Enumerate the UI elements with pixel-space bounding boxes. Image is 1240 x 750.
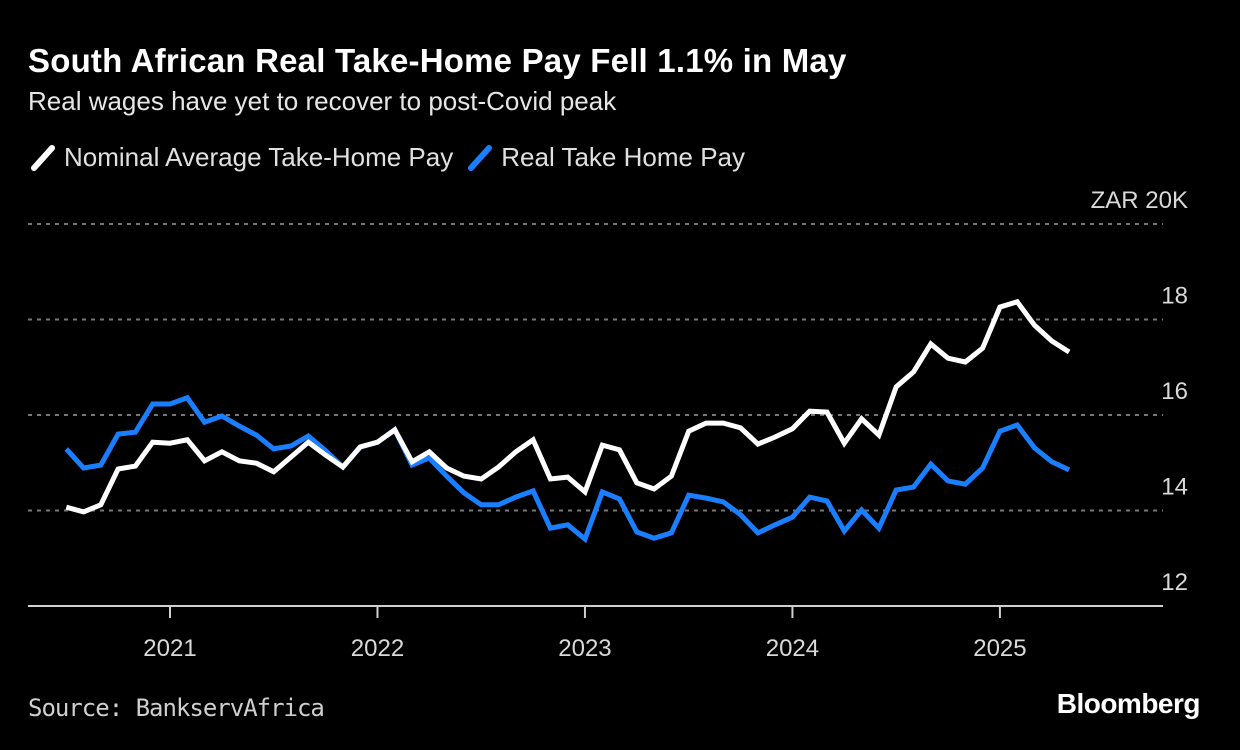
y-tick-label: 12 [1161,569,1188,596]
y-tick-label: 14 [1161,474,1188,501]
y-tick-label: 16 [1161,378,1188,405]
x-tick-label: 2025 [973,635,1026,662]
legend-label-nominal: Nominal Average Take-Home Pay [64,142,454,172]
x-tick-label: 2022 [351,635,404,662]
chart-subtitle: Real wages have yet to recover to post-C… [28,86,617,116]
legend-item-nominal: Nominal Average Take-Home Pay [30,142,453,173]
chart-title: South African Real Take-Home Pay Fell 1.… [28,42,847,79]
legend: Nominal Average Take-Home Pay Real Take … [30,142,759,173]
series-line-nominal [65,298,1071,515]
bloomberg-logo: Bloomberg [1056,688,1201,719]
y-tick-label: 18 [1161,283,1188,310]
legend-label-real: Real Take Home Pay [501,142,745,172]
source-note: Source: BankservAfrica [28,694,325,722]
x-tick-label: 2021 [143,635,196,662]
legend-swatch-real-icon [468,144,493,171]
y-tick-label: ZAR 20K [1091,187,1188,214]
x-tick-label: 2024 [766,635,819,662]
series-line-real [64,394,1071,544]
legend-swatch-nominal-icon [31,144,55,171]
legend-item-real: Real Take Home Pay [467,142,745,173]
x-tick-label: 2023 [558,635,611,662]
